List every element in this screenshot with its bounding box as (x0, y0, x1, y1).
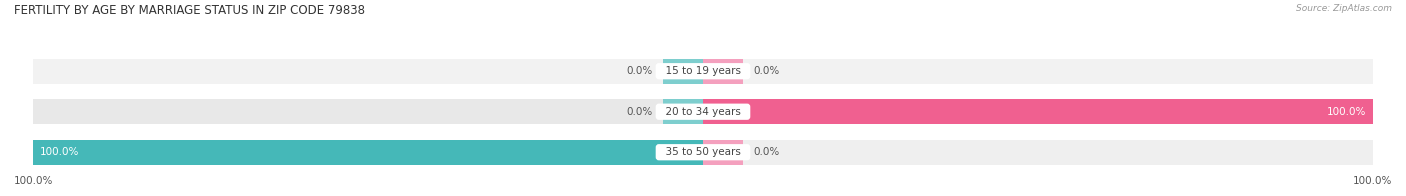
Bar (703, 99, 1372, 124)
Text: Source: ZipAtlas.com: Source: ZipAtlas.com (1296, 4, 1392, 13)
Text: 35 to 50 years: 35 to 50 years (659, 147, 747, 157)
Bar (662, 99, 703, 124)
Bar (34, 59, 703, 84)
Text: 0.0%: 0.0% (627, 107, 652, 117)
Text: 100.0%: 100.0% (41, 147, 80, 157)
Text: 15 to 19 years: 15 to 19 years (659, 66, 747, 76)
Bar (703, 59, 1372, 84)
Bar (34, 140, 703, 165)
Text: 100.0%: 100.0% (1353, 176, 1392, 186)
Bar (34, 140, 703, 165)
Bar (703, 140, 1372, 165)
Text: 20 to 34 years: 20 to 34 years (659, 107, 747, 117)
Bar (34, 99, 703, 124)
Bar (703, 140, 744, 165)
Bar (703, 59, 744, 84)
Text: 0.0%: 0.0% (754, 147, 779, 157)
Text: 0.0%: 0.0% (627, 66, 652, 76)
Bar (662, 140, 703, 165)
Bar (703, 99, 1372, 124)
Text: 100.0%: 100.0% (14, 176, 53, 186)
Text: 0.0%: 0.0% (754, 66, 779, 76)
Text: FERTILITY BY AGE BY MARRIAGE STATUS IN ZIP CODE 79838: FERTILITY BY AGE BY MARRIAGE STATUS IN Z… (14, 4, 366, 17)
Bar (662, 59, 703, 84)
Text: 100.0%: 100.0% (1326, 107, 1365, 117)
Bar (703, 99, 744, 124)
